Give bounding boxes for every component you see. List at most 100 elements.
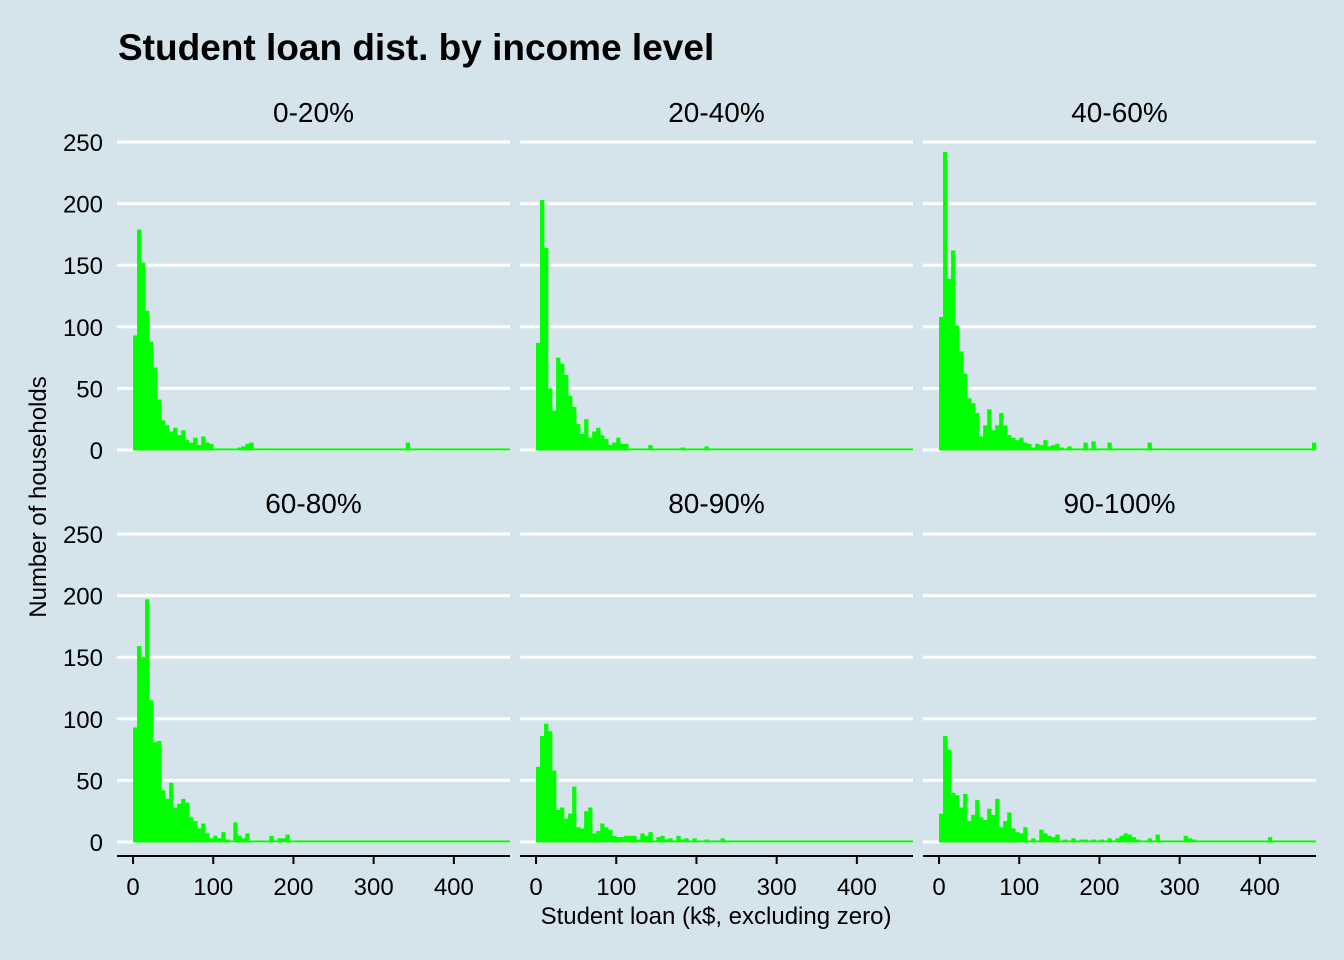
histogram-bar [967, 821, 972, 842]
histogram-bar [177, 803, 182, 842]
histogram-bar [1067, 446, 1072, 450]
histogram-bar [245, 833, 250, 842]
x-tick-label: 400 [1240, 874, 1280, 901]
histogram-bar [1083, 442, 1088, 450]
histogram-bar [939, 316, 944, 450]
histogram-bar [979, 436, 984, 450]
histogram-bar [165, 798, 170, 842]
histogram-bar [297, 840, 302, 842]
histogram-bar [979, 817, 984, 842]
histogram-bar [357, 840, 362, 842]
histogram-bar [580, 433, 585, 450]
histogram-bar [576, 827, 581, 842]
histogram-bar [133, 727, 138, 842]
histogram-bar [592, 431, 597, 450]
histogram-bar [201, 823, 206, 842]
histogram-bar [245, 443, 250, 450]
histogram-bar [1059, 447, 1064, 450]
histogram-bar [225, 839, 230, 842]
histogram-bar [1055, 443, 1060, 450]
histogram-bar [648, 832, 653, 842]
facet-label: 20-40% [668, 97, 765, 128]
histogram-bar [572, 406, 577, 450]
histogram-bar [963, 793, 968, 842]
histogram-bar [971, 814, 976, 842]
histogram-bar [967, 398, 972, 450]
histogram-bar [612, 835, 617, 842]
histogram-bar [975, 413, 980, 450]
histogram-bar [181, 430, 186, 450]
histogram-bar [632, 835, 637, 842]
histogram-bar [604, 438, 609, 450]
histogram-bar [1031, 838, 1036, 842]
y-tick-label: 200 [63, 584, 103, 611]
histogram-bar [983, 425, 988, 450]
x-tick-label: 400 [837, 874, 877, 901]
histogram-bar [628, 835, 633, 842]
histogram-bar [588, 437, 593, 450]
histogram-bar [253, 448, 258, 450]
histogram-bar [608, 445, 613, 450]
histogram-bar [185, 802, 190, 842]
histogram-bar [173, 807, 178, 842]
histogram-bar [1163, 840, 1168, 842]
histogram-bar [596, 427, 601, 450]
histogram-bar [217, 448, 222, 450]
histogram-bar [544, 723, 549, 842]
histogram-bar [544, 247, 549, 450]
y-tick-label: 50 [76, 768, 103, 795]
histogram-bar [939, 813, 944, 842]
histogram-bar [656, 837, 661, 842]
histogram-bar [1047, 835, 1052, 842]
histogram-bar [584, 811, 589, 842]
histogram-bar [568, 395, 573, 450]
histogram-bar [680, 839, 685, 842]
histogram-bar [137, 229, 142, 450]
x-tick-label: 0 [932, 874, 945, 901]
histogram-bar [568, 813, 573, 842]
histogram-bar [149, 341, 154, 450]
histogram-bar [1087, 448, 1092, 450]
histogram-bar [1051, 445, 1056, 450]
histogram-bar [636, 839, 641, 842]
facet-label: 60-80% [265, 488, 362, 519]
histogram-bar [1059, 840, 1064, 842]
facet-panel-80-90%: 80-90% 0 100 200 300 400 [520, 488, 913, 901]
histogram-bar [943, 151, 948, 450]
histogram-bar [676, 835, 681, 842]
y-tick-label: 0 [90, 830, 103, 857]
y-tick-label: 200 [63, 192, 103, 219]
histogram-bar [971, 403, 976, 450]
histogram-bar [704, 446, 709, 450]
histogram-bar [173, 427, 178, 450]
facet-panel-90-100%: 90-100% 0 100 200 300 400 [923, 488, 1316, 901]
histogram-bar [1007, 812, 1012, 842]
histogram-bar [580, 828, 585, 842]
histogram-bar [616, 437, 621, 450]
histogram-bar [1139, 840, 1144, 842]
histogram-bar [668, 838, 673, 842]
histogram-bar [1047, 446, 1052, 450]
histogram-bar [955, 795, 960, 842]
histogram-bar [552, 770, 557, 842]
histogram-bar [1023, 442, 1028, 450]
y-tick-label: 150 [63, 645, 103, 672]
histogram-bar [269, 835, 274, 842]
histogram-bar [1011, 437, 1016, 450]
y-tick-label: 100 [63, 707, 103, 734]
y-tick-label: 100 [63, 315, 103, 342]
histogram-bar [548, 731, 553, 842]
histogram-bar [141, 262, 146, 450]
histogram-bar [608, 829, 613, 842]
histogram-bar [1063, 448, 1068, 450]
histogram-bar [193, 821, 198, 842]
x-tick-label: 200 [1079, 874, 1119, 901]
y-tick-label: 0 [90, 438, 103, 465]
histogram-bar [1039, 445, 1044, 450]
histogram-bar [556, 809, 561, 842]
histogram-bar [720, 838, 725, 842]
x-tick-label: 300 [1160, 874, 1200, 901]
histogram-bar [999, 413, 1004, 450]
x-tick-label: 100 [596, 874, 636, 901]
